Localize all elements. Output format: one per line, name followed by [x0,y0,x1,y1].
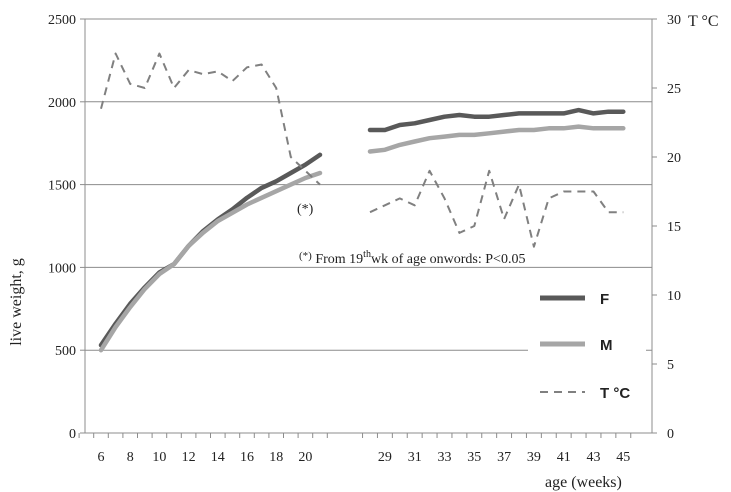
axes [78,18,657,438]
series-f-line-segment-1 [98,152,323,348]
x-tick-label: 14 [211,450,225,465]
legend: F M T °C [528,278,646,418]
series-f-line-segment-2 [367,107,626,133]
x-tick-label: 16 [240,450,254,465]
y-left-tick-label: 0 [69,427,76,442]
x-tick-label: 10 [152,450,166,465]
x-tick-label: 8 [127,450,134,465]
y-right-axis-title: T °C [688,13,719,30]
x-tick-labels: 6 8 10 12 14 16 18 20 29 31 33 35 37 39 41 43 45 [98,450,631,465]
significance-note: (*) From 19thwk of age onwords: P<0.05 [299,249,525,267]
y-right-tick-label: 20 [667,151,681,166]
note-prefix: (*) [299,250,312,262]
series-m-line-segment-1 [98,170,323,353]
note-superscript: th [363,249,371,260]
legend-label-m: M [600,337,613,354]
y-right-tick-label: 30 [667,13,681,28]
y-left-axis-title: live weight, g [8,258,25,346]
series-group [98,52,626,353]
series-t-line-segment-1 [100,52,321,186]
y-right-tick-label: 15 [667,220,681,235]
series-m-line-segment-2 [367,124,626,154]
y-right-tick-label: 10 [667,289,681,304]
x-axis-title: age (weeks) [545,474,622,491]
y-left-tick-label: 500 [55,344,76,359]
x-tick-label: 29 [378,450,392,465]
y-left-tick-label: 2500 [48,13,76,28]
x-tick-label: 18 [269,450,283,465]
y-right-tick-labels: 0 5 10 15 20 25 30 [667,13,681,442]
significance-marker: (*) [297,202,314,217]
x-tick-label: 31 [408,450,422,465]
x-tick-label: 43 [587,450,601,465]
legend-label-t: T °C [600,385,630,402]
y-left-tick-label: 2000 [48,96,76,111]
y-left-tick-label: 1000 [48,261,76,276]
x-tick-label: 33 [438,450,452,465]
note-tail: wk of age onwords: P<0.05 [371,252,526,267]
x-tick-label: 41 [557,450,571,465]
legend-background [528,278,646,418]
x-tick-label: 12 [182,450,196,465]
x-tick-label: 6 [98,450,105,465]
y-right-tick-label: 0 [667,427,674,442]
legend-label-f: F [600,291,609,308]
y-right-tick-label: 5 [667,358,674,373]
y-left-tick-label: 1500 [48,179,76,194]
x-tick-label: 20 [298,450,312,465]
series-t-line-segment-2 [369,169,624,248]
x-tick-label: 37 [497,450,511,465]
x-tick-label: 35 [467,450,481,465]
x-tick-label: 39 [527,450,541,465]
y-left-tick-labels: 0 500 1000 1500 2000 2500 [48,13,76,442]
note-text: From 19 [312,252,363,267]
x-tick-label: 45 [616,450,630,465]
y-right-tick-label: 25 [667,82,681,97]
